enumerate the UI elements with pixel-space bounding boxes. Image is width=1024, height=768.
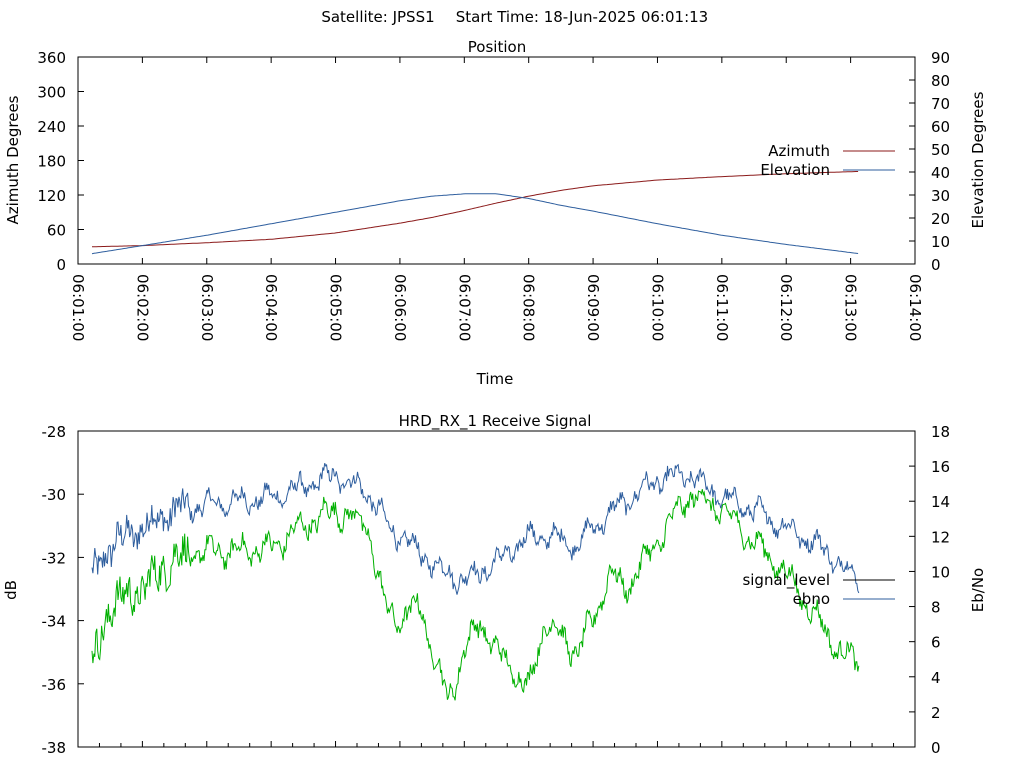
position-chart-title: Position <box>468 38 526 56</box>
signal-chart-title: HRD_RX_1 Receive Signal <box>399 412 592 431</box>
ebno-series-line <box>91 463 860 595</box>
position-time-axis: 06:01:00 06:02:00 06:03:00 06:04:00 06:05:00… <box>69 57 924 341</box>
x-tick-label: 06:01:00 <box>69 274 87 341</box>
legend-label: signal_level <box>742 571 830 590</box>
x-tick-label: 06:14:00 <box>906 274 924 341</box>
x-tick-label: 06:08:00 <box>520 274 538 341</box>
satellite-label: Satellite: JPSS1 <box>321 8 434 26</box>
x-tick-label: 06:02:00 <box>133 274 151 341</box>
signal-plot-frame <box>77 430 916 748</box>
left-tick-label: 120 <box>37 187 66 205</box>
right-tick-label: 70 <box>931 95 950 113</box>
x-tick-label: 06:10:00 <box>648 274 666 341</box>
right-tick-label: 40 <box>931 164 950 182</box>
x-tick-label: 06:12:00 <box>777 274 795 341</box>
left-tick-label: 60 <box>47 222 66 240</box>
left-tick-label: -32 <box>42 549 67 567</box>
right-tick-label: 14 <box>931 493 950 511</box>
start-time-label: Start Time: 18-Jun-2025 06:01:13 <box>456 8 708 26</box>
signal-series-line <box>91 489 860 701</box>
right-tick-label: 6 <box>931 634 941 652</box>
legend-label: Azimuth <box>768 142 830 160</box>
azimuth-series-line <box>91 171 859 248</box>
azimuth-axis-label: Azimuth Degrees <box>4 95 22 224</box>
right-tick-label: 10 <box>931 233 950 251</box>
right-tick-label: 80 <box>931 72 950 90</box>
right-tick-label: 8 <box>931 599 941 617</box>
x-tick-label: 06:05:00 <box>327 274 345 341</box>
elevation-series-line <box>91 193 859 255</box>
ebno-axis-label: Eb/No <box>969 568 987 612</box>
right-tick-label: 20 <box>931 210 950 228</box>
x-tick-label: 06:06:00 <box>391 274 409 341</box>
position-series-group <box>91 171 859 255</box>
right-tick-label: 16 <box>931 458 950 476</box>
legend-label: ebno <box>793 590 830 608</box>
left-tick-label: -36 <box>42 676 67 694</box>
time-axis-label: Time <box>476 370 514 388</box>
signal-left-axis: -38 -36 -34 -32 -30 -28 <box>42 423 84 757</box>
right-tick-label: 4 <box>931 669 941 687</box>
right-tick-label: 10 <box>931 563 950 581</box>
right-tick-label: 50 <box>931 141 950 159</box>
right-tick-label: 60 <box>931 118 950 136</box>
left-tick-label: -34 <box>42 613 67 631</box>
right-tick-label: 30 <box>931 187 950 205</box>
left-tick-label: 360 <box>37 49 66 67</box>
db-axis-label: dB <box>2 580 20 600</box>
elevation-axis-label: Elevation Degrees <box>969 91 987 228</box>
x-tick-label: 06:07:00 <box>455 274 473 341</box>
right-tick-label: 90 <box>931 49 950 67</box>
left-tick-label: -30 <box>42 486 67 504</box>
signal-time-axis <box>77 741 916 747</box>
legend-label: Elevation <box>760 161 830 179</box>
left-tick-label: 240 <box>37 118 66 136</box>
left-tick-label: 180 <box>37 153 66 171</box>
position-right-axis: 0 10 20 30 40 50 60 70 80 90 <box>909 49 950 274</box>
left-tick-label: 0 <box>56 256 66 274</box>
x-tick-label: 06:09:00 <box>584 274 602 341</box>
x-tick-label: 06:04:00 <box>262 274 280 341</box>
x-tick-label: 06:13:00 <box>842 274 860 341</box>
left-tick-label: -38 <box>42 739 67 757</box>
right-tick-label: 0 <box>931 256 941 274</box>
left-tick-label: -28 <box>42 423 67 441</box>
signal-right-axis: 0 2 4 6 8 10 12 14 16 18 <box>909 423 950 757</box>
position-left-axis: 0 60 120 180 240 300 360 <box>37 49 84 274</box>
left-tick-label: 300 <box>37 84 66 102</box>
right-tick-label: 18 <box>931 423 950 441</box>
right-tick-label: 2 <box>931 704 941 722</box>
x-tick-label: 06:11:00 <box>713 274 731 341</box>
right-tick-label: 12 <box>931 528 950 546</box>
signal-series-group <box>91 463 860 701</box>
right-tick-label: 0 <box>931 739 941 757</box>
x-tick-label: 06:03:00 <box>198 274 216 341</box>
